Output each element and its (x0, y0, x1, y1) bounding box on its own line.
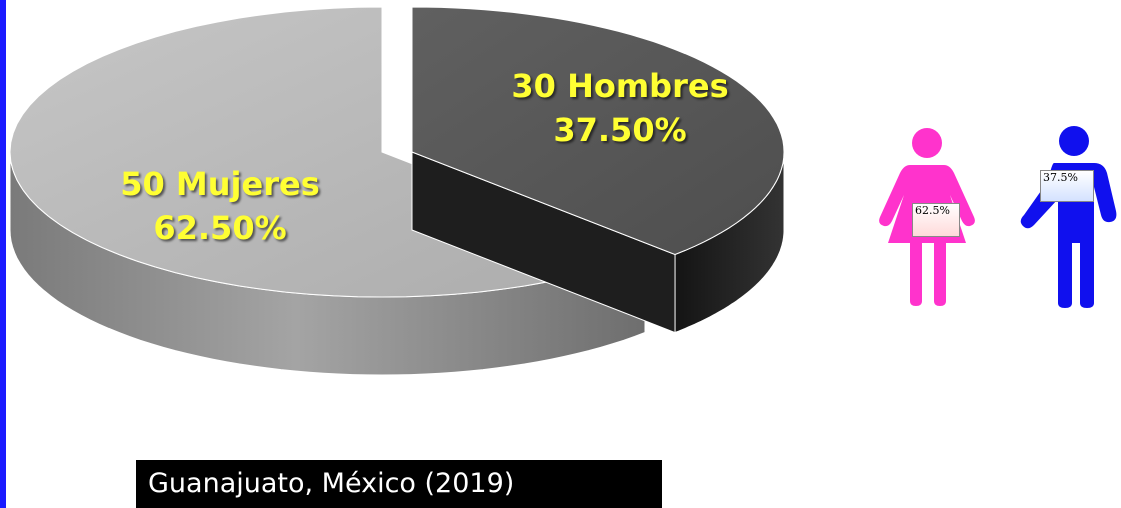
mujeres-slice-label: 50 Mujeres 62.50% (70, 162, 370, 250)
pie-chart (9, 6, 785, 376)
man-percent-badge: 37.5% (1040, 170, 1094, 202)
mujeres-count-label: 50 Mujeres (120, 165, 320, 203)
mujeres-percent-label: 62.50% (153, 209, 287, 247)
hombres-count-label: 30 Hombres (511, 67, 729, 105)
woman-percent-badge: 62.5% (912, 203, 960, 237)
man-icon (1020, 126, 1117, 308)
location-caption: Guanajuato, México (2019) (136, 460, 662, 508)
hombres-slice (411, 6, 785, 256)
hombres-slice-label: 30 Hombres 37.50% (480, 64, 760, 152)
hombres-percent-label: 37.50% (553, 111, 687, 149)
left-border (0, 0, 6, 508)
